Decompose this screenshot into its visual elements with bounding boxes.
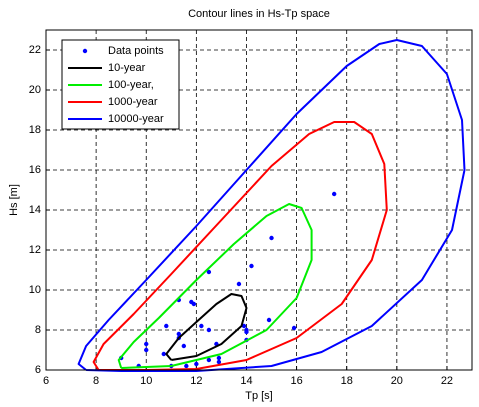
x-tick-label: 20 bbox=[391, 375, 403, 387]
data-point bbox=[144, 347, 149, 353]
contour-line bbox=[92, 121, 388, 371]
legend-label: 1000-year bbox=[108, 96, 158, 108]
data-point bbox=[266, 317, 272, 323]
x-tick-label: 14 bbox=[240, 375, 252, 387]
data-point bbox=[206, 269, 212, 275]
data-point bbox=[291, 325, 297, 331]
data-point bbox=[164, 323, 169, 329]
x-tick-label: 10 bbox=[140, 375, 152, 387]
y-tick-label: 8 bbox=[35, 324, 41, 336]
legend-label: Data points bbox=[108, 45, 164, 57]
x-axis-label: Tp [s] bbox=[245, 390, 273, 402]
data-point bbox=[194, 361, 199, 367]
contour-line bbox=[165, 293, 248, 361]
x-tick-label: 8 bbox=[93, 375, 99, 387]
data-point bbox=[206, 327, 212, 333]
data-point bbox=[181, 343, 187, 349]
data-point bbox=[216, 355, 222, 361]
data-point bbox=[331, 191, 337, 197]
data-point bbox=[249, 263, 254, 269]
contour-line bbox=[77, 39, 466, 372]
data-point bbox=[184, 363, 189, 369]
legend-marker bbox=[82, 48, 88, 54]
x-tick-label: 6 bbox=[43, 375, 49, 387]
data-point bbox=[269, 235, 274, 241]
x-tick-label: 12 bbox=[190, 375, 202, 387]
data-point bbox=[161, 351, 166, 357]
data-point bbox=[144, 341, 149, 347]
y-tick-label: 20 bbox=[29, 84, 41, 96]
y-tick-label: 18 bbox=[29, 124, 41, 136]
y-tick-label: 16 bbox=[29, 164, 41, 176]
y-tick-label: 12 bbox=[29, 244, 41, 256]
y-tick-label: 14 bbox=[29, 204, 41, 216]
data-point bbox=[241, 323, 247, 329]
data-point bbox=[176, 331, 182, 337]
data-point bbox=[236, 281, 242, 287]
y-tick-label: 22 bbox=[29, 44, 41, 56]
legend-label: 10000-year bbox=[108, 113, 164, 125]
contour-line bbox=[117, 203, 313, 369]
plot-frame bbox=[45, 29, 473, 371]
x-tick-label: 18 bbox=[341, 375, 353, 387]
legend-label: 10-year bbox=[108, 62, 146, 74]
y-tick-label: 6 bbox=[35, 364, 41, 376]
x-tick-label: 22 bbox=[441, 375, 453, 387]
y-axis-label: Hs [m] bbox=[8, 184, 20, 216]
data-point bbox=[199, 323, 204, 329]
data-point bbox=[206, 357, 212, 363]
chart-title: Contour lines in Hs-Tp space bbox=[188, 8, 330, 20]
y-tick-label: 10 bbox=[29, 284, 41, 296]
x-tick-label: 16 bbox=[290, 375, 302, 387]
data-point bbox=[244, 329, 249, 335]
data-point bbox=[191, 301, 197, 307]
legend-label: 100-year, bbox=[108, 79, 154, 91]
data-point bbox=[216, 359, 222, 365]
